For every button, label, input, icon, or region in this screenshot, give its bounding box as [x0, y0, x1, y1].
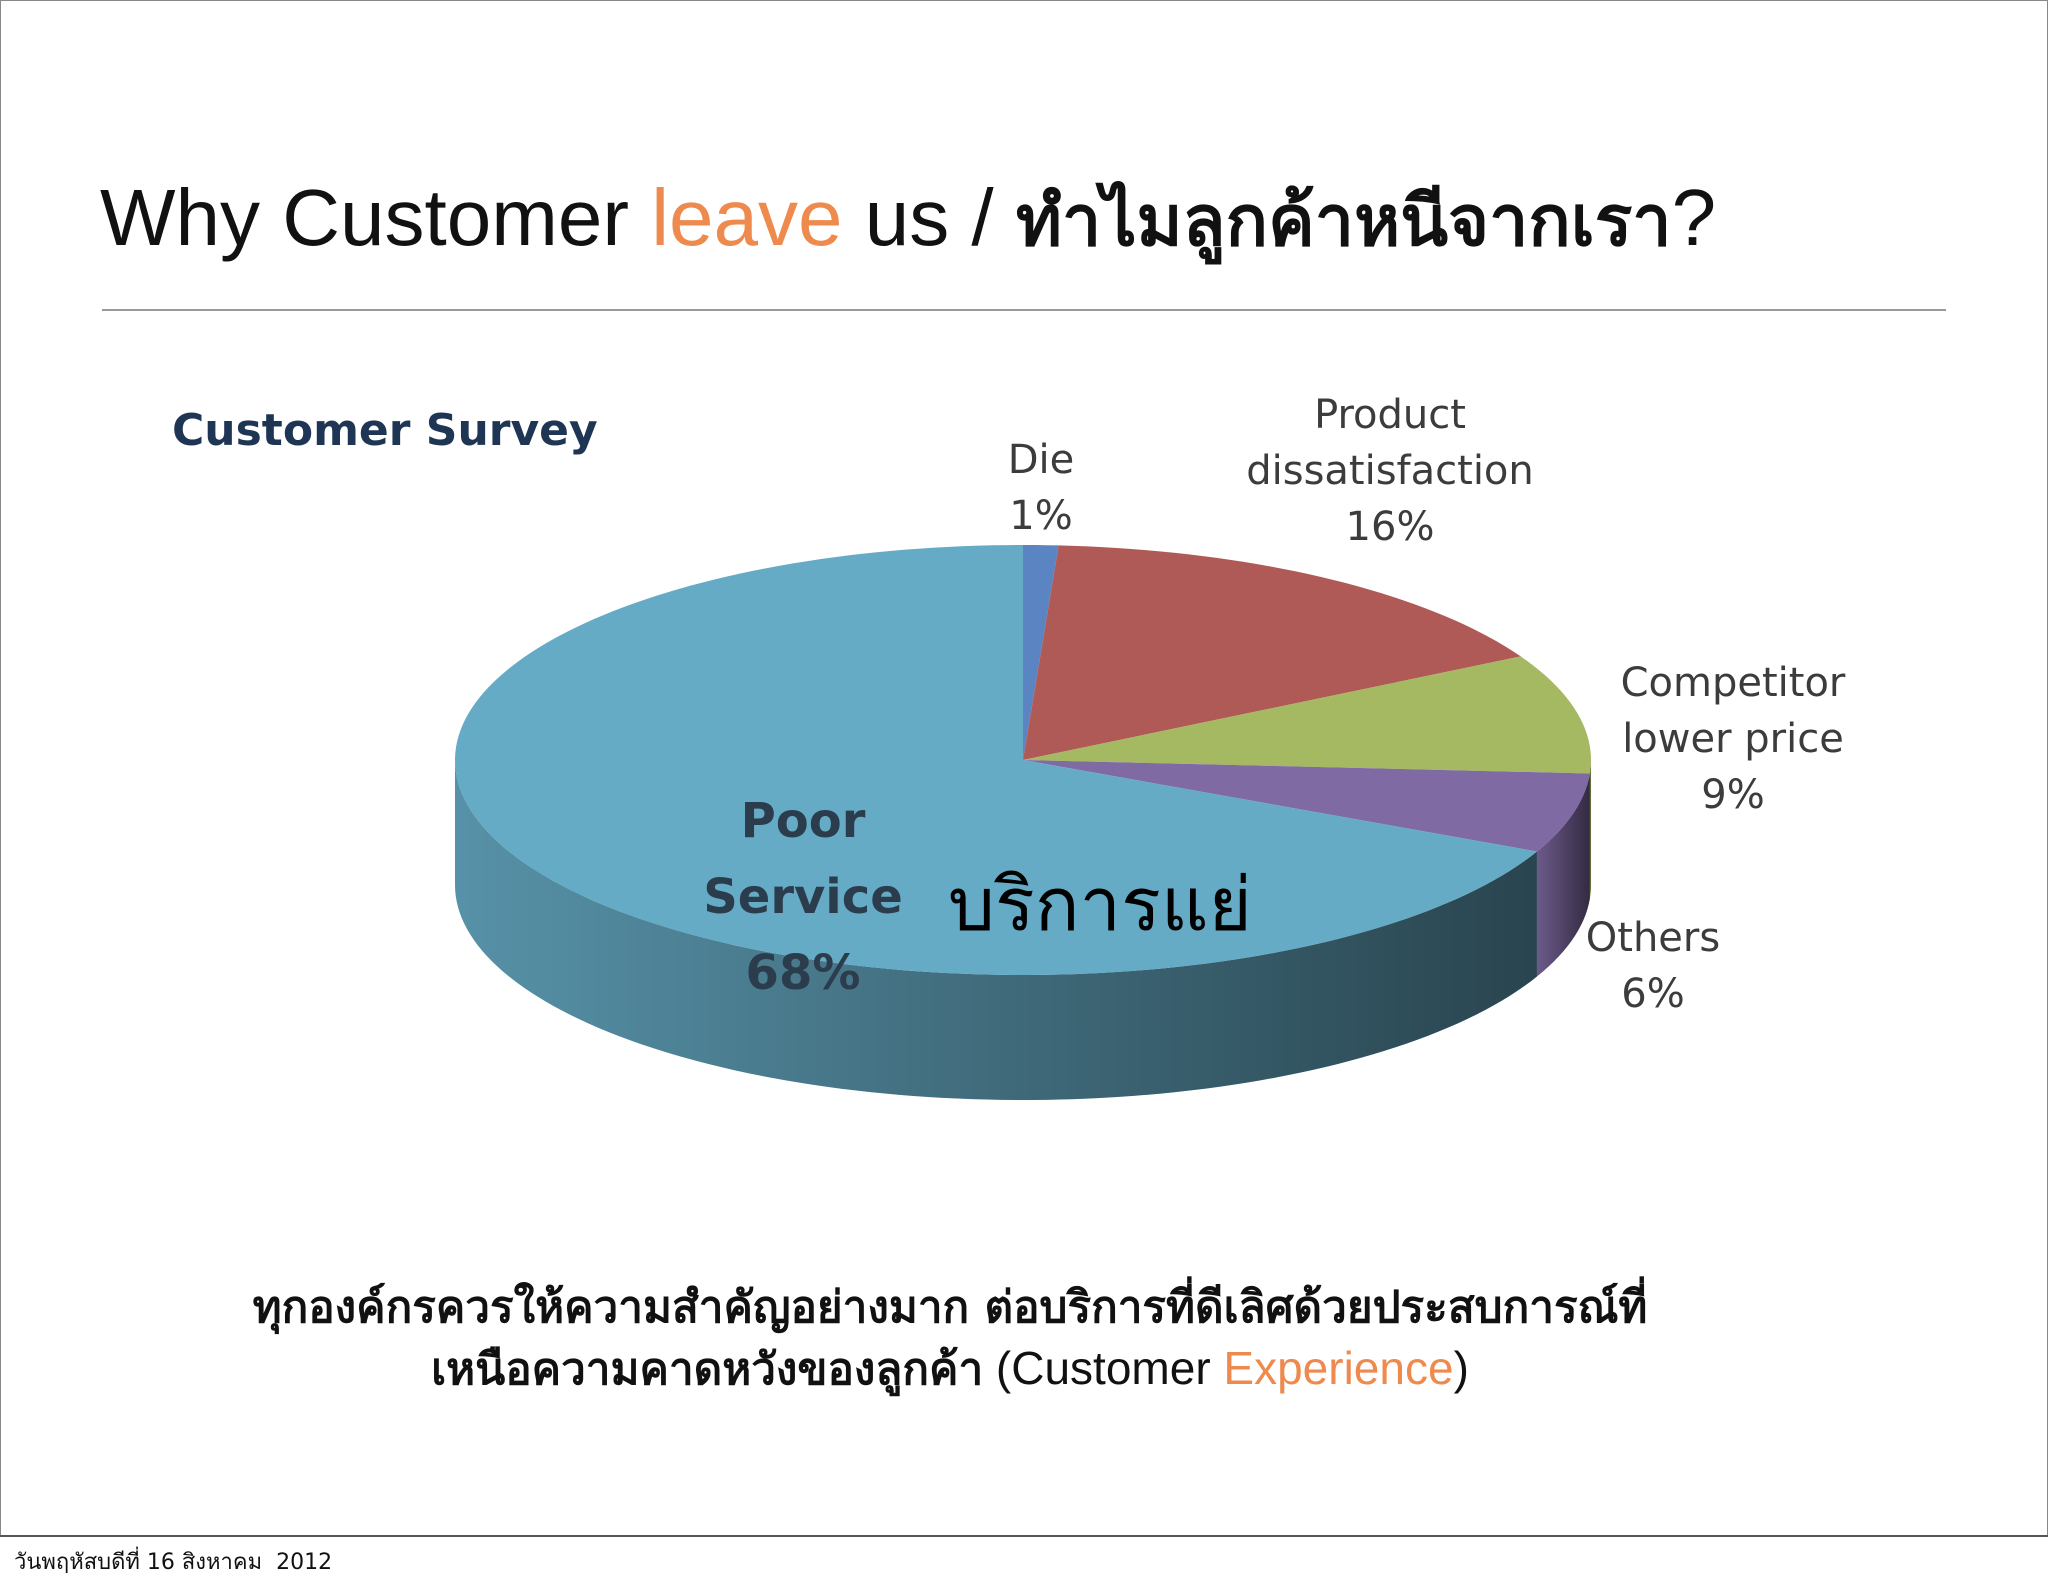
pie-slice — [1023, 760, 1590, 852]
category-label: Competitor lower price — [1620, 660, 1846, 762]
annotation: บริการแย่ — [948, 862, 1252, 948]
slide-title: Why Customer leave us / ทำไมลูกค้าหนีจาก… — [100, 165, 1716, 276]
body-line: เหนือความคาดหวังของลูกค้า (Customer Expe… — [0, 1334, 1900, 1404]
slice-label: Competitor lower price 9% — [1593, 655, 1873, 823]
pie-side-shade — [1589, 760, 1591, 899]
slice-label: Poor Service 68% — [703, 783, 903, 1011]
body-text: ) — [1453, 1342, 1469, 1394]
pie-side-shade — [1536, 773, 1590, 977]
value-label: 1% — [1009, 493, 1073, 539]
title-thai: ทำไมลูกค้าหนีจากเรา — [1015, 180, 1672, 262]
body-text: ทุกองค์กรควรให้ความสำคัญอย่างมาก ต่อบริก… — [252, 1282, 1648, 1333]
slice-label: Die 1% — [981, 432, 1101, 544]
pie-slice — [1023, 656, 1591, 774]
value-label: 16% — [1345, 504, 1435, 550]
pie-side-shade — [455, 760, 1537, 1100]
title-part: ? — [1671, 173, 1717, 262]
value-label: 68% — [745, 945, 861, 1001]
value-label: 9% — [1701, 772, 1765, 818]
title-rule — [102, 309, 1946, 311]
value-label: 6% — [1621, 971, 1685, 1017]
footer: วันพฤหัสบดีที่ 16 สิงหาคม 2012 — [14, 1550, 333, 1575]
category-label: Others — [1585, 915, 1721, 961]
slice-label: Product dissatisfaction 16% — [1225, 387, 1555, 555]
slice-label: Others 6% — [1553, 910, 1753, 1022]
category-label: Product dissatisfaction — [1246, 392, 1534, 494]
footer-rule — [0, 1535, 2048, 1537]
pie-slice — [455, 545, 1537, 975]
body-highlight: Experience — [1223, 1342, 1454, 1394]
chart-title: Customer Survey — [172, 405, 598, 456]
body-line: ทุกองค์กรควรให้ความสำคัญอย่างมาก ต่อบริก… — [0, 1272, 1900, 1342]
title-highlight: leave — [651, 173, 843, 262]
body-text: เหนือความคาดหวังของลูกค้า — [431, 1344, 984, 1395]
pie-slice — [1023, 545, 1521, 760]
title-part: us / — [842, 173, 1016, 262]
title-part: Why Customer — [100, 173, 652, 262]
body-text: (Customer — [983, 1342, 1224, 1394]
category-label: Die — [1007, 437, 1075, 483]
pie-slice — [1023, 545, 1059, 760]
category-label: Poor Service — [703, 793, 903, 925]
